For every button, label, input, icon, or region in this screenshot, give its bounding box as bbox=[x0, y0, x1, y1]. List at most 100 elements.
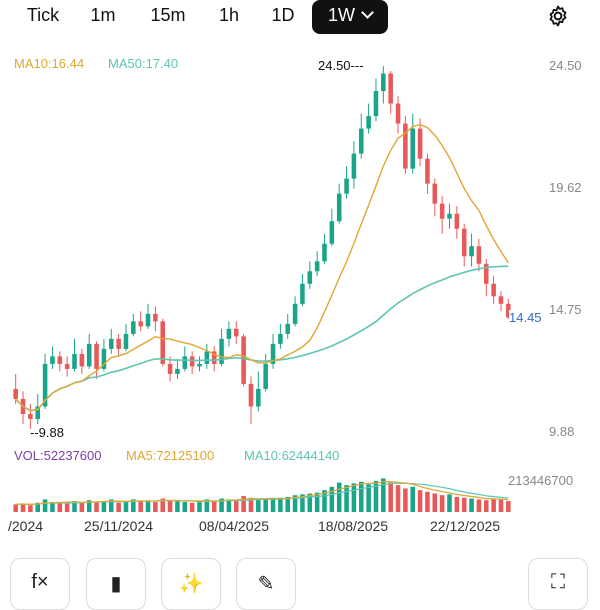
pencil-icon: ✎ bbox=[257, 573, 275, 595]
volume-bar bbox=[373, 480, 379, 512]
price-axis-label: 24.50 bbox=[549, 58, 582, 73]
candle-body bbox=[79, 353, 85, 367]
volume-bar bbox=[285, 496, 291, 512]
volume-bar bbox=[35, 502, 41, 512]
volume-bar bbox=[57, 502, 63, 512]
volume-ma10-legend: MA10:62444140 bbox=[244, 448, 340, 463]
tab-tick[interactable]: Tick bbox=[26, 5, 60, 25]
x-axis-label: 22/12/2025 bbox=[430, 518, 501, 534]
candle-body bbox=[476, 246, 482, 264]
candle-body bbox=[336, 193, 342, 222]
volume-bar bbox=[322, 490, 327, 512]
candle-body bbox=[197, 363, 202, 367]
volume-bar bbox=[329, 486, 335, 512]
candle-body bbox=[483, 263, 489, 284]
candle-body bbox=[307, 271, 313, 284]
ma50-legend: MA50:17.40 bbox=[108, 56, 179, 71]
candle-body bbox=[358, 128, 364, 154]
candle-body bbox=[211, 351, 217, 364]
function-icon: f× bbox=[31, 571, 49, 593]
candle-body bbox=[469, 246, 474, 257]
tab-1w[interactable]: 1W bbox=[312, 0, 388, 34]
ma50-line bbox=[15, 265, 509, 412]
volume-bar bbox=[167, 500, 173, 512]
volume-bar bbox=[101, 501, 107, 512]
drawing-tool-button[interactable]: ✎ bbox=[236, 558, 296, 610]
candle-body bbox=[248, 383, 254, 407]
volume-bar bbox=[226, 499, 232, 512]
price-axis-label: 19.62 bbox=[549, 180, 582, 195]
candle-body bbox=[270, 343, 276, 364]
candle-body bbox=[506, 303, 511, 318]
tab-1d[interactable]: 1D bbox=[271, 5, 295, 25]
candle-body bbox=[498, 296, 504, 304]
x-axis-label: /2024 bbox=[8, 518, 44, 534]
candle-body bbox=[454, 213, 460, 229]
candle-body bbox=[123, 333, 129, 349]
low-price-label: --9.88 bbox=[30, 425, 64, 440]
volume-bar bbox=[447, 494, 452, 512]
fullscreen-button[interactable]: ⛶ bbox=[528, 558, 588, 610]
candle-body bbox=[42, 363, 48, 407]
candle-body bbox=[395, 103, 401, 124]
candle-body bbox=[219, 338, 224, 364]
tab-1h[interactable]: 1h bbox=[218, 5, 240, 25]
volume-bar bbox=[131, 499, 136, 512]
candle-body bbox=[50, 356, 55, 364]
candle-body bbox=[101, 348, 107, 369]
volume-bar bbox=[314, 492, 320, 512]
volume-max-label: 213446700 bbox=[508, 473, 574, 488]
volume-bar bbox=[469, 498, 474, 512]
volume-bar bbox=[138, 501, 143, 512]
volume-bar bbox=[506, 501, 511, 512]
volume-bar bbox=[491, 498, 496, 512]
candle-body bbox=[226, 328, 232, 339]
volume-bar bbox=[20, 503, 26, 512]
candle-body bbox=[256, 388, 261, 407]
volume-bar bbox=[410, 486, 416, 512]
volume-bar bbox=[366, 484, 371, 512]
volume-bar bbox=[116, 502, 121, 512]
settings-gear-icon[interactable] bbox=[546, 4, 570, 28]
volume-bar bbox=[344, 485, 349, 512]
volume-bar bbox=[454, 496, 460, 512]
candle-body bbox=[373, 91, 379, 117]
x-axis-label: 25/11/2024 bbox=[84, 518, 154, 534]
candle-body bbox=[57, 356, 63, 364]
candle-body bbox=[417, 128, 423, 159]
tab-1m[interactable]: 1m bbox=[90, 5, 116, 25]
low-price-value: 9.88 bbox=[38, 425, 64, 440]
volume-bar bbox=[219, 498, 224, 512]
current-price-tag: 14.45 bbox=[509, 310, 542, 325]
volume-bar bbox=[461, 497, 467, 512]
volume-bar bbox=[28, 505, 33, 512]
volume-bar bbox=[233, 501, 239, 512]
volume-bar bbox=[300, 494, 305, 512]
candle-body bbox=[439, 203, 445, 219]
volume-bar bbox=[204, 499, 210, 512]
candle-body bbox=[94, 343, 99, 369]
volume-bar bbox=[498, 499, 504, 512]
volume-bar bbox=[182, 501, 188, 512]
ai-analysis-button[interactable]: ✨ bbox=[161, 558, 221, 610]
candle-body bbox=[116, 338, 121, 349]
volume-bar bbox=[72, 501, 77, 512]
candle-body bbox=[13, 388, 18, 399]
volume-bar bbox=[476, 499, 482, 512]
chart-type-button[interactable]: ▮ bbox=[86, 558, 146, 610]
indicators-button[interactable]: f× bbox=[10, 558, 70, 610]
candle-body bbox=[35, 406, 41, 419]
volume-bar bbox=[189, 502, 195, 512]
candle-body bbox=[285, 323, 291, 334]
candle-body bbox=[381, 73, 386, 92]
price-axis-label: 14.75 bbox=[549, 302, 582, 317]
candle-body bbox=[153, 313, 158, 322]
volume-bar bbox=[211, 501, 217, 512]
volume-ma5-legend: MA5:72125100 bbox=[126, 448, 215, 463]
ai-sparkle-icon: ✨ bbox=[178, 573, 204, 595]
candle-body bbox=[241, 336, 246, 384]
candle-body bbox=[366, 116, 371, 129]
fullscreen-icon: ⛶ bbox=[551, 571, 565, 593]
tab-15m[interactable]: 15m bbox=[150, 5, 186, 25]
